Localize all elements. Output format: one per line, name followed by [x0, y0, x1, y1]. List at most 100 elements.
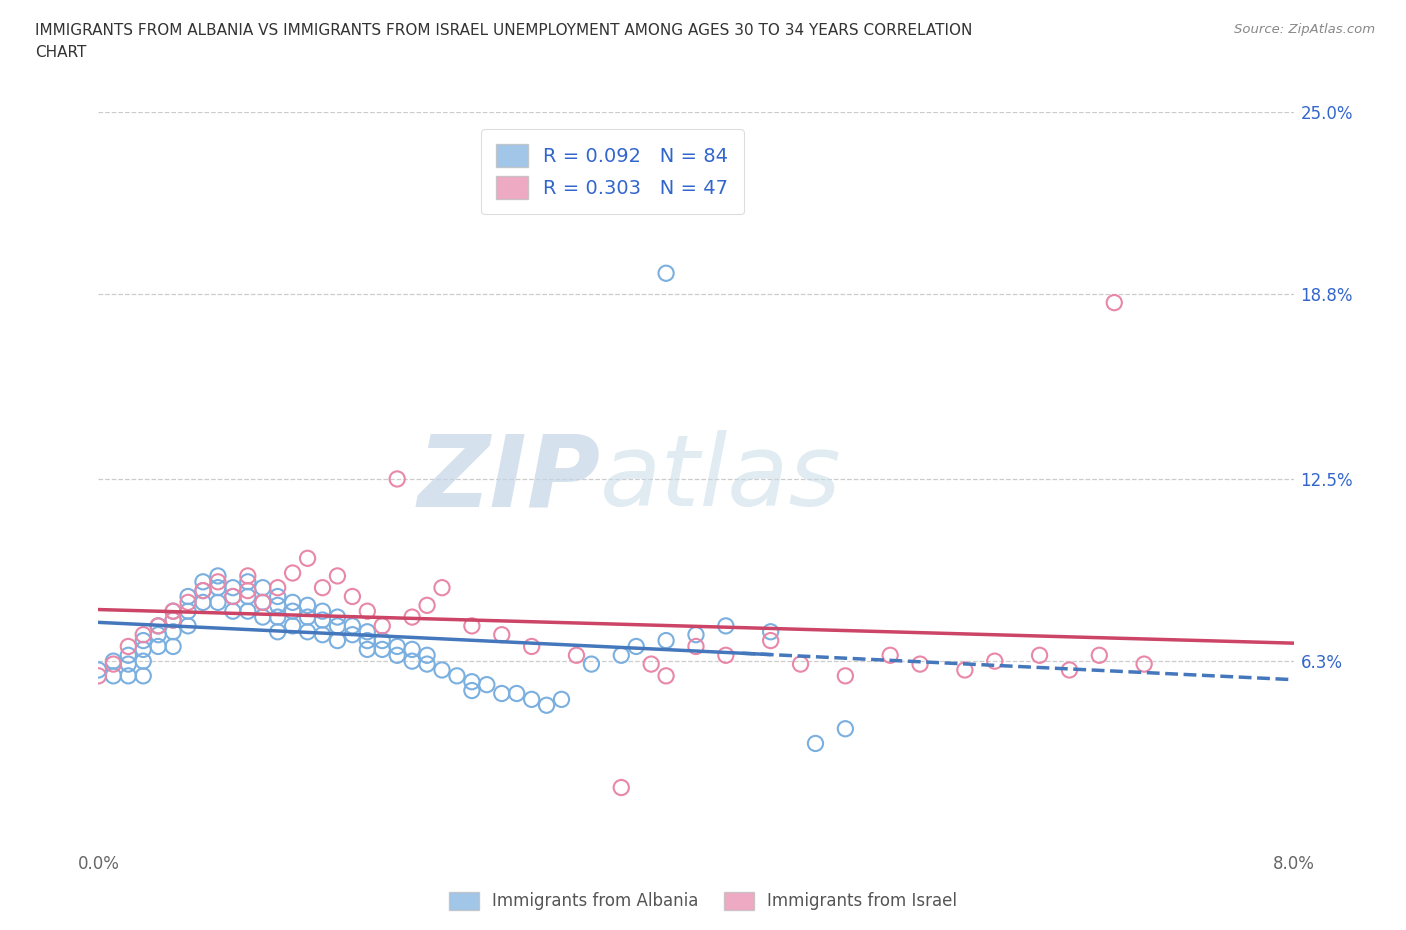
Point [311, 613, 333, 628]
Point [385, 648, 409, 663]
Point [297, 624, 319, 639]
Point [297, 610, 319, 625]
Point [207, 595, 229, 610]
Point [416, 648, 439, 663]
Point [162, 639, 184, 654]
Point [177, 595, 200, 610]
Point [103, 669, 125, 684]
Point [385, 639, 409, 654]
Point [148, 618, 170, 633]
Point [191, 583, 214, 598]
Point [491, 686, 513, 701]
Point [311, 580, 333, 595]
Point [655, 266, 678, 281]
Point [655, 669, 678, 684]
Point [834, 722, 856, 737]
Point [162, 624, 184, 639]
Point [491, 627, 513, 642]
Point [342, 627, 364, 642]
Point [132, 627, 155, 642]
Point [236, 604, 259, 618]
Point [252, 610, 274, 625]
Point [267, 610, 290, 625]
Point [342, 589, 364, 604]
Point [416, 657, 439, 671]
Point [640, 657, 662, 671]
Point [401, 654, 423, 669]
Point [461, 618, 484, 633]
Text: atlas: atlas [600, 431, 842, 527]
Text: IMMIGRANTS FROM ALBANIA VS IMMIGRANTS FROM ISRAEL UNEMPLOYMENT AMONG AGES 30 TO : IMMIGRANTS FROM ALBANIA VS IMMIGRANTS FR… [35, 23, 973, 38]
Point [759, 633, 782, 648]
Point [984, 654, 1007, 669]
Point [252, 595, 274, 610]
Point [117, 639, 139, 654]
Point [371, 618, 394, 633]
Point [191, 575, 214, 590]
Point [162, 604, 184, 618]
Point [162, 613, 184, 628]
Point [1088, 648, 1111, 663]
Point [610, 648, 633, 663]
Point [430, 662, 453, 677]
Point [148, 627, 170, 642]
Point [236, 568, 259, 583]
Point [222, 580, 245, 595]
Point [610, 780, 633, 795]
Point [1059, 662, 1081, 677]
Point [446, 669, 468, 684]
Point [685, 627, 707, 642]
Point [222, 604, 245, 618]
Point [148, 639, 170, 654]
Point [953, 662, 976, 677]
Point [162, 604, 184, 618]
Legend: Immigrants from Albania, Immigrants from Israel: Immigrants from Albania, Immigrants from… [443, 885, 963, 917]
Point [281, 595, 304, 610]
Point [207, 568, 229, 583]
Point [297, 598, 319, 613]
Point [356, 633, 378, 648]
Point [714, 648, 737, 663]
Point [1133, 657, 1156, 671]
Point [356, 642, 378, 657]
Point [177, 604, 200, 618]
Point [236, 575, 259, 590]
Point [685, 639, 707, 654]
Point [550, 692, 572, 707]
Point [148, 618, 170, 633]
Point [117, 648, 139, 663]
Point [1104, 295, 1126, 310]
Point [565, 648, 588, 663]
Point [626, 639, 648, 654]
Point [804, 736, 827, 751]
Point [132, 669, 155, 684]
Point [655, 633, 678, 648]
Point [267, 589, 290, 604]
Point [191, 583, 214, 598]
Point [117, 657, 139, 671]
Point [430, 580, 453, 595]
Point [520, 692, 543, 707]
Point [311, 604, 333, 618]
Point [326, 610, 349, 625]
Point [132, 654, 155, 669]
Point [281, 618, 304, 633]
Point [222, 589, 245, 604]
Point [879, 648, 901, 663]
Point [207, 580, 229, 595]
Point [401, 610, 423, 625]
Point [326, 618, 349, 633]
Point [177, 589, 200, 604]
Point [326, 568, 349, 583]
Legend: R = 0.092   N = 84, R = 0.303   N = 47: R = 0.092 N = 84, R = 0.303 N = 47 [481, 128, 744, 215]
Point [371, 642, 394, 657]
Point [326, 633, 349, 648]
Point [356, 624, 378, 639]
Point [207, 575, 229, 590]
Point [834, 669, 856, 684]
Point [222, 589, 245, 604]
Point [401, 642, 423, 657]
Point [342, 618, 364, 633]
Text: CHART: CHART [35, 45, 87, 60]
Point [252, 580, 274, 595]
